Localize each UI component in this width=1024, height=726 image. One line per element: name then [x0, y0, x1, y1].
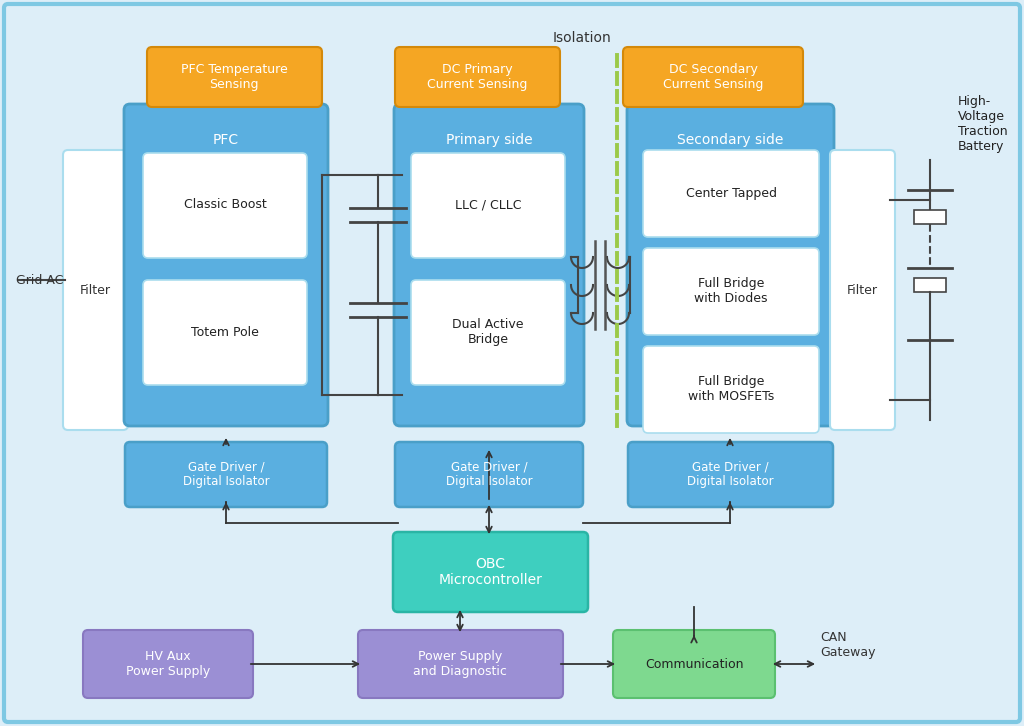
FancyBboxPatch shape — [394, 104, 584, 426]
FancyBboxPatch shape — [395, 442, 583, 507]
FancyBboxPatch shape — [411, 153, 565, 258]
Text: Classic Boost: Classic Boost — [183, 198, 266, 211]
Text: Secondary side: Secondary side — [677, 133, 783, 147]
FancyBboxPatch shape — [143, 153, 307, 258]
FancyBboxPatch shape — [643, 248, 819, 335]
Text: PFC Temperature
Sensing: PFC Temperature Sensing — [180, 63, 288, 91]
Text: Isolation: Isolation — [553, 31, 611, 45]
Text: Gate Driver /
Digital Isolator: Gate Driver / Digital Isolator — [687, 460, 773, 489]
FancyBboxPatch shape — [63, 150, 128, 430]
Text: PFC: PFC — [213, 133, 239, 147]
FancyBboxPatch shape — [147, 47, 322, 107]
FancyBboxPatch shape — [4, 4, 1020, 722]
Text: Communication: Communication — [645, 658, 743, 671]
Text: DC Primary
Current Sensing: DC Primary Current Sensing — [427, 63, 527, 91]
FancyBboxPatch shape — [628, 442, 833, 507]
Text: OBC
Microcontroller: OBC Microcontroller — [438, 557, 543, 587]
Text: Filter: Filter — [80, 283, 111, 296]
Text: LLC / CLLC: LLC / CLLC — [455, 198, 521, 211]
FancyBboxPatch shape — [125, 442, 327, 507]
Text: DC Secondary
Current Sensing: DC Secondary Current Sensing — [663, 63, 763, 91]
Text: High-
Voltage
Traction
Battery: High- Voltage Traction Battery — [958, 95, 1008, 153]
FancyBboxPatch shape — [411, 280, 565, 385]
Text: Gate Driver /
Digital Isolator: Gate Driver / Digital Isolator — [445, 460, 532, 489]
FancyBboxPatch shape — [830, 150, 895, 430]
FancyBboxPatch shape — [627, 104, 834, 426]
Text: Totem Pole: Totem Pole — [191, 325, 259, 338]
FancyBboxPatch shape — [395, 47, 560, 107]
Text: CAN
Gateway: CAN Gateway — [820, 631, 876, 659]
FancyBboxPatch shape — [914, 210, 946, 224]
Text: Gate Driver /
Digital Isolator: Gate Driver / Digital Isolator — [182, 460, 269, 489]
FancyBboxPatch shape — [143, 280, 307, 385]
Text: Filter: Filter — [847, 283, 878, 296]
Text: Power Supply
and Diagnostic: Power Supply and Diagnostic — [413, 650, 507, 678]
Text: Dual Active
Bridge: Dual Active Bridge — [453, 318, 523, 346]
FancyBboxPatch shape — [914, 278, 946, 292]
Text: Center Tapped: Center Tapped — [685, 187, 776, 200]
FancyBboxPatch shape — [613, 630, 775, 698]
Text: HV Aux
Power Supply: HV Aux Power Supply — [126, 650, 210, 678]
Text: Primary side: Primary side — [445, 133, 532, 147]
Text: Full Bridge
with Diodes: Full Bridge with Diodes — [694, 277, 768, 305]
FancyBboxPatch shape — [124, 104, 328, 426]
FancyBboxPatch shape — [643, 346, 819, 433]
Text: Full Bridge
with MOSFETs: Full Bridge with MOSFETs — [688, 375, 774, 403]
Text: Grid AC: Grid AC — [16, 274, 63, 287]
FancyBboxPatch shape — [643, 150, 819, 237]
FancyBboxPatch shape — [83, 630, 253, 698]
FancyBboxPatch shape — [623, 47, 803, 107]
FancyBboxPatch shape — [393, 532, 588, 612]
FancyBboxPatch shape — [358, 630, 563, 698]
